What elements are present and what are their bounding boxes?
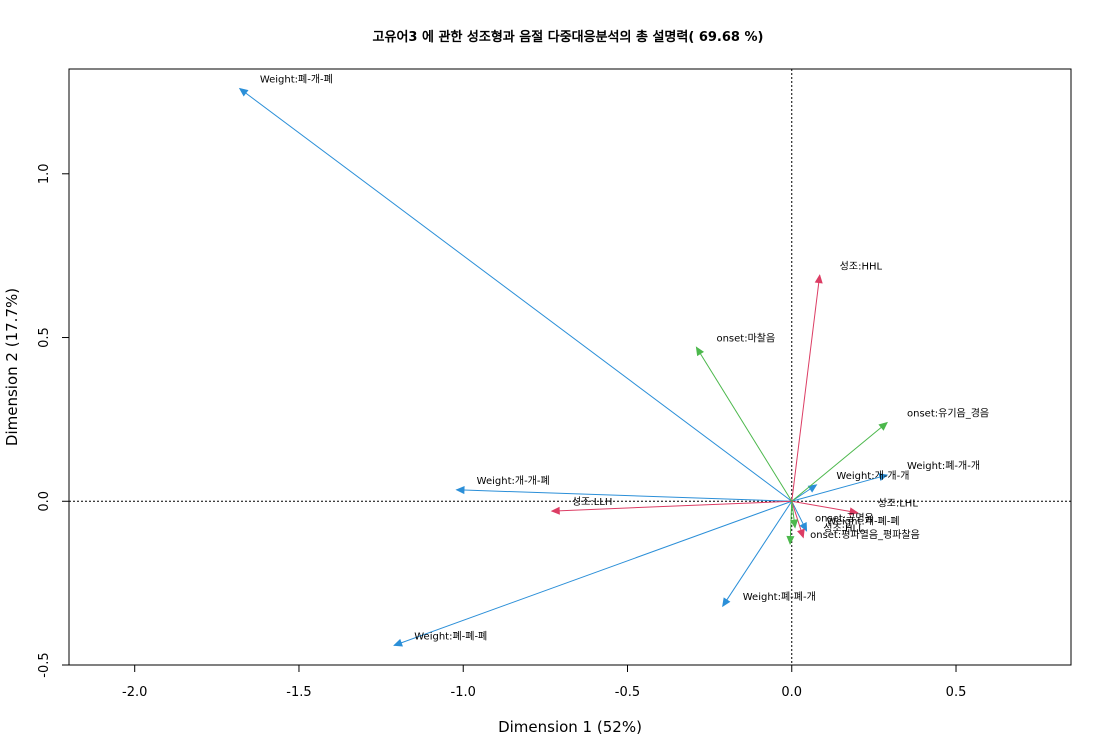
x-axis-ticks: -2.0 -1.5 -1.0 -0.5 0.0 0.5 xyxy=(122,665,966,700)
y-tick-label: 1.0 xyxy=(37,163,52,184)
arrow-shaft xyxy=(394,500,792,646)
arrow-shaft xyxy=(456,489,792,502)
arrow-head xyxy=(790,519,799,529)
x-tick-label: -0.5 xyxy=(615,685,640,700)
arrow-shaft xyxy=(791,474,888,502)
arrow-shaft xyxy=(239,88,793,502)
arrow-shaft xyxy=(791,422,888,502)
arrow-label: Weight:폐-개-개 xyxy=(907,460,980,472)
chart-title: 고유어3 에 관한 성조형과 음절 다중대응분석의 총 설명력( 69.68 %… xyxy=(373,29,764,45)
x-tick-label: -2.0 xyxy=(122,685,147,700)
arrow-head xyxy=(550,506,560,515)
y-axis-ticks: -0.5 0.0 0.5 1.0 xyxy=(37,163,69,678)
arrow-head xyxy=(849,507,859,516)
arrow-shaft xyxy=(791,500,858,514)
arrow-label: 성조:HHL xyxy=(840,260,883,272)
reference-lines xyxy=(69,69,1071,665)
arrow-label: onset:평파열음_평파찰음 xyxy=(810,529,920,541)
arrow-label: Weight:개-개-개 xyxy=(836,470,909,482)
arrow-head xyxy=(695,346,705,357)
arrow-label: 성조:LLH xyxy=(572,496,612,508)
x-tick-label: 0.0 xyxy=(781,685,802,700)
arrow-head xyxy=(878,421,888,431)
arrow-label: Weight:폐-폐-개 xyxy=(743,591,816,603)
arrow-head xyxy=(807,484,818,493)
arrow-label: Weight:폐-폐-폐 xyxy=(414,630,487,642)
arrow-head xyxy=(799,521,808,532)
y-tick-label: 0.5 xyxy=(37,327,52,348)
y-axis-title: Dimension 2 (17.7%) xyxy=(3,288,21,446)
arrow-head xyxy=(786,535,795,546)
arrow-head xyxy=(455,486,465,495)
arrow-label: Weight:폐-개-폐 xyxy=(260,74,333,86)
arrow-label: onset:유기음_경음 xyxy=(907,407,989,420)
arrow-label: onset:공명음 xyxy=(815,512,874,524)
label-layer: Weight:폐-개-폐 Weight:개-개-폐 Weight:폐-폐-폐 Weig… xyxy=(260,74,989,643)
y-tick-label: 0.0 xyxy=(37,491,52,512)
x-tick-label: -1.5 xyxy=(286,685,311,700)
arrow-shaft xyxy=(551,500,792,512)
arrow-shaft xyxy=(696,347,793,502)
arrow-head xyxy=(814,274,823,284)
x-axis-title: Dimension 1 (52%) xyxy=(498,718,642,736)
arrow-label: Weight:개-개-폐 xyxy=(477,475,550,487)
arrow-head xyxy=(238,87,249,97)
x-tick-label: -1.0 xyxy=(451,685,476,700)
y-tick-label: -0.5 xyxy=(37,652,52,677)
arrow-label: 성조:LHL xyxy=(877,498,918,510)
arrow-head xyxy=(722,597,731,608)
arrow-shaft xyxy=(722,500,793,607)
arrow-head xyxy=(878,473,889,482)
arrow-label: onset:마찰음 xyxy=(716,332,775,344)
x-tick-label: 0.5 xyxy=(946,685,967,700)
plot-area xyxy=(68,68,1072,666)
arrow-shaft xyxy=(791,275,821,502)
arrow-head xyxy=(797,528,805,539)
arrow-label: 성조:HLL xyxy=(823,522,864,534)
arrow-head xyxy=(393,638,403,647)
arrow-layer xyxy=(238,87,889,647)
arrow-label: Weight:개-폐-폐 xyxy=(827,516,900,528)
